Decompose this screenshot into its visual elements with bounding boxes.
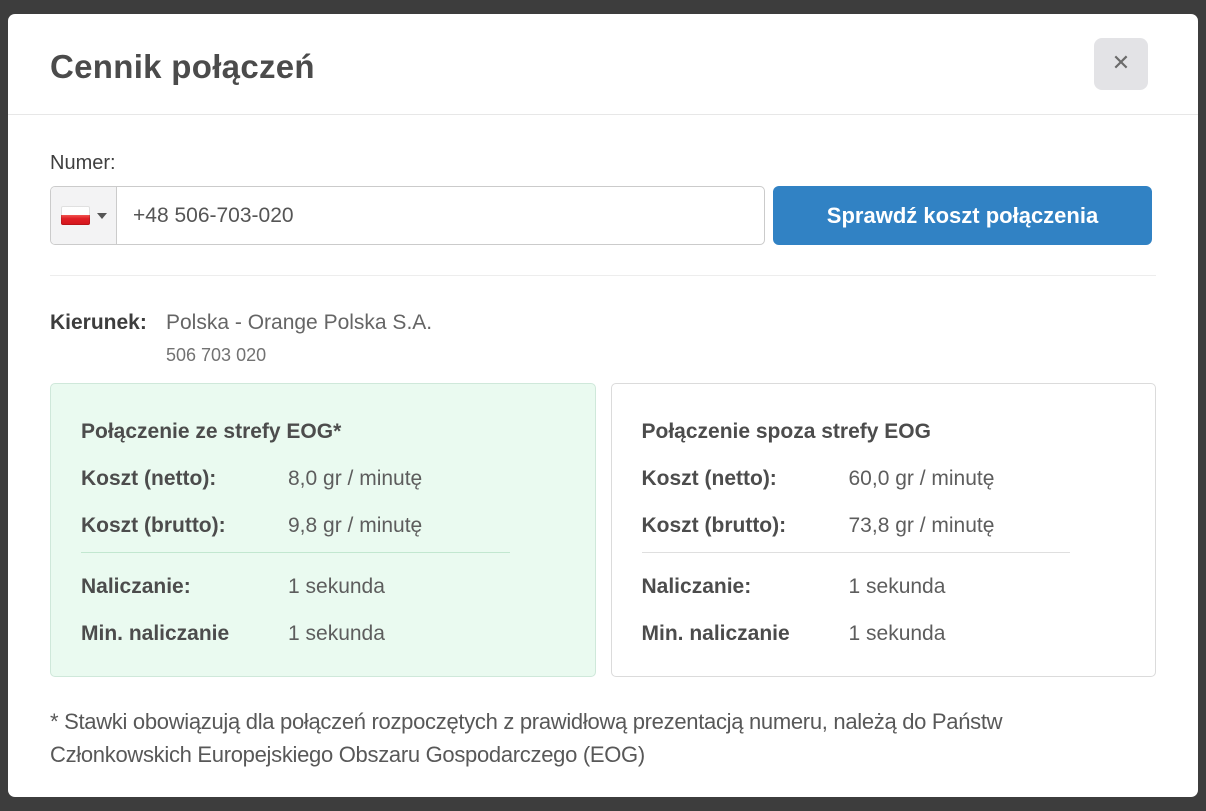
row-label: Min. naliczanie bbox=[641, 622, 790, 645]
price-row: Koszt (netto): 60,0 gr / minutę bbox=[642, 466, 1126, 492]
footnote-line-1: * Stawki obowiązują dla połączeń rozpocz… bbox=[50, 709, 1003, 734]
row-value: 73,8 gr / minutę bbox=[848, 514, 995, 537]
card-title: Połączenie ze strefy EOG* bbox=[81, 420, 342, 443]
price-row: Min. naliczanie 1 sekunda bbox=[642, 621, 1126, 647]
row-value: 1 sekunda bbox=[288, 622, 385, 645]
row-label: Koszt (brutto): bbox=[641, 514, 787, 537]
price-row: Koszt (netto): 8,0 gr / minutę bbox=[81, 466, 565, 492]
row-label: Naliczanie: bbox=[641, 575, 752, 598]
check-cost-button[interactable]: Sprawdź koszt połączenia bbox=[773, 186, 1152, 245]
divider bbox=[50, 275, 1156, 276]
row-value: 8,0 gr / minutę bbox=[288, 467, 423, 490]
chevron-down-icon bbox=[96, 212, 107, 219]
footnote: * Stawki obowiązują dla połączeń rozpocz… bbox=[50, 705, 1156, 771]
card-divider bbox=[81, 552, 510, 553]
phone-number-input[interactable] bbox=[117, 187, 764, 244]
row-label: Naliczanie: bbox=[81, 575, 191, 598]
direction-row: Kierunek: Polska - Orange Polska S.A. 50… bbox=[50, 310, 1156, 366]
price-row: Naliczanie: 1 sekunda bbox=[642, 574, 1126, 600]
row-label: Koszt (brutto): bbox=[81, 514, 226, 537]
direction-number: 506 703 020 bbox=[166, 345, 267, 365]
row-label: Koszt (netto): bbox=[81, 467, 217, 490]
eog-zone-card: Połączenie ze strefy EOG* Koszt (netto):… bbox=[50, 383, 596, 677]
phone-input-group bbox=[50, 186, 765, 245]
number-label: Numer: bbox=[50, 152, 116, 174]
row-value: 1 sekunda bbox=[288, 575, 385, 598]
row-value: 1 sekunda bbox=[848, 622, 946, 645]
poland-flag-icon bbox=[60, 206, 90, 225]
modal-body: Numer: Sprawdź koszt połączenia Kierunek… bbox=[8, 151, 1198, 771]
modal-header: Cennik połączeń ✕ bbox=[8, 14, 1198, 115]
pricing-cards: Połączenie ze strefy EOG* Koszt (netto):… bbox=[50, 383, 1156, 677]
direction-label: Kierunek: bbox=[50, 311, 147, 334]
price-row: Koszt (brutto): 73,8 gr / minutę bbox=[642, 513, 1126, 539]
direction-info: Polska - Orange Polska S.A. 506 703 020 bbox=[166, 310, 432, 366]
country-select[interactable] bbox=[51, 187, 117, 244]
close-button[interactable]: ✕ bbox=[1094, 38, 1148, 90]
footnote-line-2: Członkowskich Europejskiego Obszaru Gosp… bbox=[50, 742, 645, 767]
price-row: Naliczanie: 1 sekunda bbox=[81, 574, 565, 600]
row-value: 1 sekunda bbox=[848, 575, 946, 598]
row-value: 9,8 gr / minutę bbox=[288, 514, 423, 537]
row-label: Min. naliczanie bbox=[81, 622, 230, 645]
phone-form: Sprawdź koszt połączenia bbox=[50, 186, 1156, 245]
close-icon: ✕ bbox=[1111, 51, 1131, 76]
page-title: Cennik połączeń bbox=[50, 48, 315, 85]
price-row: Koszt (brutto): 9,8 gr / minutę bbox=[81, 513, 565, 539]
row-value: 60,0 gr / minutę bbox=[848, 467, 995, 490]
non-eog-zone-card: Połączenie spoza strefy EOG Koszt (netto… bbox=[610, 383, 1156, 677]
card-divider bbox=[641, 552, 1070, 553]
call-pricing-modal: Cennik połączeń ✕ Numer: Sprawdź koszt p… bbox=[8, 14, 1198, 797]
row-label: Koszt (netto): bbox=[641, 467, 777, 490]
card-title: Połączenie spoza strefy EOG bbox=[641, 420, 931, 443]
price-row: Min. naliczanie 1 sekunda bbox=[81, 621, 565, 647]
direction-value: Polska - Orange Polska S.A. bbox=[166, 311, 433, 334]
